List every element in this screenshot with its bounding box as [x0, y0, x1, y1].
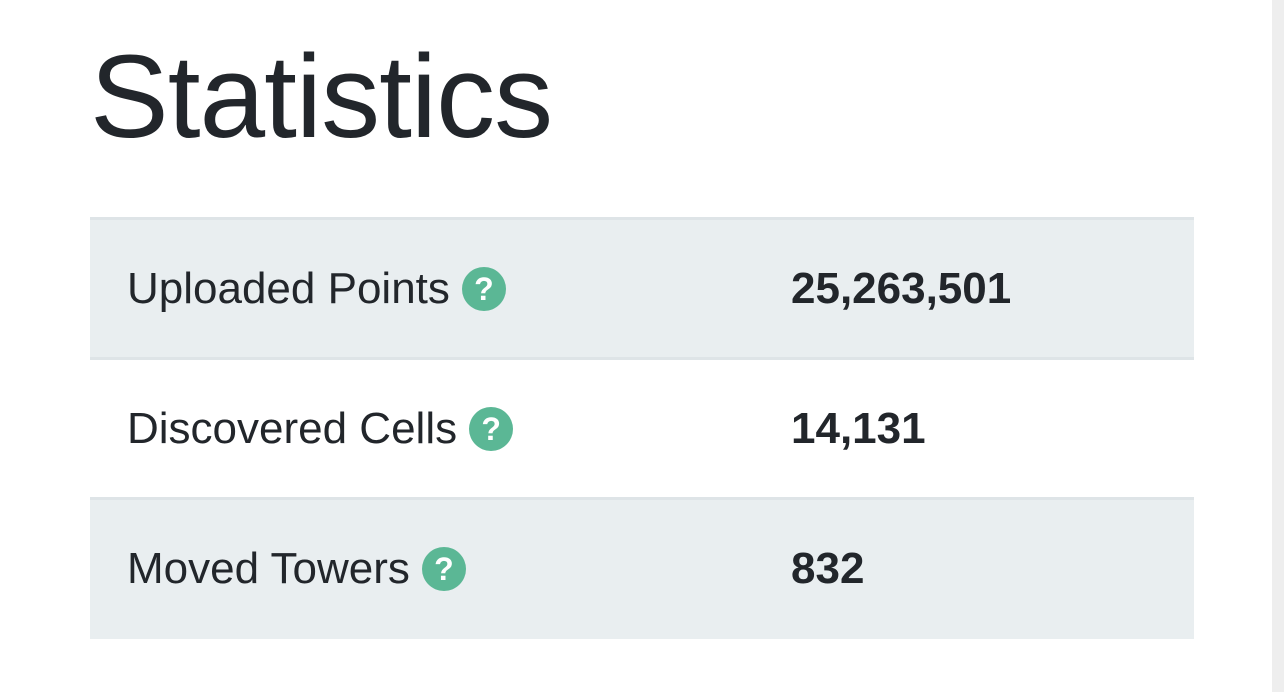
- stat-value: 14,131: [791, 357, 1194, 499]
- vertical-scrollbar[interactable]: [1272, 0, 1284, 692]
- table-row-moved-towers: Moved Towers ? 832: [90, 497, 1194, 639]
- question-circle-icon[interactable]: ?: [469, 406, 514, 451]
- stat-value: 832: [791, 497, 1194, 639]
- page-title: Statistics: [90, 31, 553, 163]
- question-circle-icon[interactable]: ?: [461, 266, 506, 311]
- stat-value: 25,263,501: [791, 217, 1194, 359]
- stat-label: Uploaded Points: [127, 263, 450, 313]
- question-circle-icon[interactable]: ?: [421, 547, 466, 592]
- stat-label-cell: Discovered Cells ?: [90, 357, 791, 499]
- stat-label-cell: Uploaded Points ?: [90, 217, 791, 359]
- stat-label: Discovered Cells: [127, 403, 458, 453]
- table-row-uploaded-points: Uploaded Points ? 25,263,501: [90, 217, 1194, 359]
- statistics-table: Uploaded Points ? 25,263,501 Discovered …: [90, 217, 1194, 639]
- stat-label-cell: Moved Towers ?: [90, 497, 791, 639]
- table-row-discovered-cells: Discovered Cells ? 14,131: [90, 357, 1194, 499]
- stat-label: Moved Towers: [127, 544, 410, 594]
